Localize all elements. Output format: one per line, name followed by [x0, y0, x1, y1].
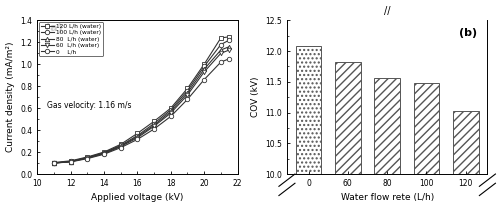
Line: 100 L/h (water): 100 L/h (water) [52, 38, 232, 165]
120 L/h (water) [101, 151, 107, 153]
80  L/h (water) [168, 110, 173, 113]
80  L/h (water) [118, 145, 124, 147]
0    L/h [226, 58, 232, 60]
80  L/h (water) [101, 152, 107, 154]
0    L/h [68, 161, 73, 163]
100 L/h (water) [118, 144, 124, 147]
120 L/h (water) [151, 120, 157, 123]
0    L/h [101, 153, 107, 156]
60  L/h (water) [168, 112, 173, 114]
Text: Gas velocity: 1.16 m/s: Gas velocity: 1.16 m/s [47, 101, 132, 110]
60  L/h (water) [118, 145, 124, 148]
100 L/h (water) [68, 160, 73, 163]
120 L/h (water) [51, 161, 57, 164]
100 L/h (water) [101, 151, 107, 154]
Y-axis label: Current density (mA/m²): Current density (mA/m²) [6, 42, 15, 152]
Bar [414, 83, 439, 174]
100 L/h (water) [218, 43, 224, 46]
Text: (a): (a) [45, 23, 63, 33]
100 L/h (water) [134, 134, 140, 137]
Bar [453, 111, 478, 174]
80  L/h (water) [134, 135, 140, 138]
80  L/h (water) [151, 124, 157, 126]
100 L/h (water) [184, 89, 190, 92]
80  L/h (water) [201, 68, 207, 71]
X-axis label: Applied voltage (kV): Applied voltage (kV) [91, 193, 184, 202]
120 L/h (water) [134, 132, 140, 135]
80  L/h (water) [51, 162, 57, 164]
Line: 0    L/h: 0 L/h [52, 57, 232, 165]
Bar [335, 62, 360, 174]
0    L/h [118, 146, 124, 149]
0    L/h [134, 138, 140, 141]
0    L/h [51, 162, 57, 164]
80  L/h (water) [184, 92, 190, 94]
80  L/h (water) [226, 46, 232, 48]
Bar [296, 46, 322, 174]
60  L/h (water) [201, 71, 207, 73]
120 L/h (water) [218, 37, 224, 39]
100 L/h (water) [168, 109, 173, 111]
60  L/h (water) [151, 125, 157, 128]
60  L/h (water) [226, 49, 232, 51]
80  L/h (water) [68, 160, 73, 163]
80  L/h (water) [218, 49, 224, 51]
Line: 60  L/h (water): 60 L/h (water) [52, 48, 232, 165]
Legend: 120 L/h (water), 100 L/h (water), 80  L/h (water), 60  L/h (water), 0    L/h: 120 L/h (water), 100 L/h (water), 80 L/h… [39, 22, 103, 56]
0    L/h [168, 115, 173, 118]
120 L/h (water) [68, 160, 73, 162]
120 L/h (water) [226, 36, 232, 38]
0    L/h [84, 157, 90, 160]
60  L/h (water) [218, 52, 224, 54]
60  L/h (water) [84, 157, 90, 159]
Bar [374, 78, 400, 174]
0    L/h [218, 61, 224, 63]
120 L/h (water) [118, 143, 124, 146]
100 L/h (water) [226, 39, 232, 41]
120 L/h (water) [201, 63, 207, 66]
60  L/h (water) [51, 162, 57, 164]
0    L/h [184, 98, 190, 101]
Line: 80  L/h (water): 80 L/h (water) [52, 45, 232, 165]
100 L/h (water) [151, 122, 157, 125]
100 L/h (water) [51, 162, 57, 164]
120 L/h (water) [184, 87, 190, 90]
Line: 120 L/h (water): 120 L/h (water) [52, 35, 232, 165]
80  L/h (water) [84, 157, 90, 159]
120 L/h (water) [84, 156, 90, 158]
0    L/h [201, 78, 207, 81]
0    L/h [151, 128, 157, 130]
100 L/h (water) [84, 156, 90, 159]
60  L/h (water) [68, 161, 73, 163]
60  L/h (water) [184, 94, 190, 96]
Y-axis label: COV (kV): COV (kV) [250, 77, 260, 118]
100 L/h (water) [201, 65, 207, 68]
60  L/h (water) [134, 137, 140, 139]
Text: //: // [384, 6, 390, 16]
X-axis label: Water flow rete (L/h): Water flow rete (L/h) [340, 193, 434, 202]
120 L/h (water) [168, 107, 173, 109]
Text: (b): (b) [460, 28, 477, 38]
60  L/h (water) [101, 152, 107, 155]
